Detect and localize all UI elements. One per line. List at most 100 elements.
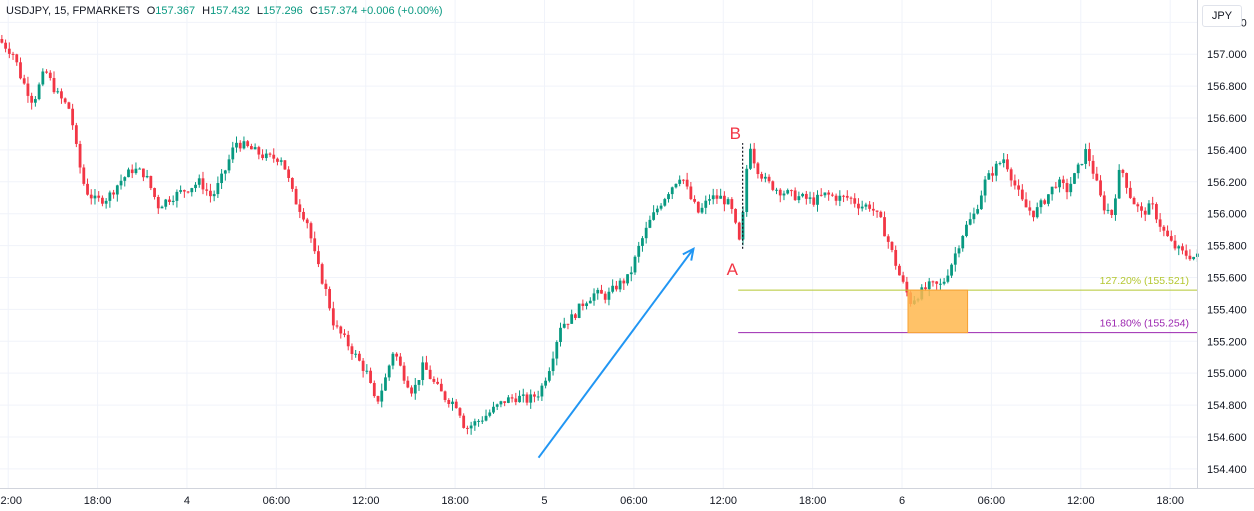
candle-body — [637, 245, 641, 257]
candle-body — [231, 147, 235, 160]
candle-body — [294, 188, 298, 205]
candle-body — [793, 190, 797, 201]
x-tick-label: 18:00 — [441, 495, 469, 507]
candle-body — [1147, 203, 1151, 215]
candle-body — [175, 191, 179, 201]
candle-body — [164, 199, 168, 207]
x-tick-label: 12:00 — [1067, 495, 1095, 507]
candle-body — [566, 323, 570, 325]
candle-body — [127, 169, 130, 178]
candle-body — [1173, 240, 1177, 249]
candle-body — [302, 211, 305, 220]
change-value: +0.006 (+0.00%) — [360, 5, 443, 17]
candle-body — [510, 397, 514, 399]
candle-body — [7, 48, 11, 54]
point-b-label: B — [730, 124, 741, 143]
candle-body — [60, 91, 63, 99]
candle-body — [138, 168, 142, 170]
candle-body — [279, 160, 283, 162]
candle-body — [592, 293, 596, 301]
candle-body — [74, 125, 78, 144]
candle-body — [268, 153, 272, 155]
candle-body — [249, 146, 253, 150]
x-tick-label: 12:00 — [709, 495, 737, 507]
candle-body — [711, 195, 715, 200]
candle-body — [883, 217, 886, 237]
candle-body — [853, 198, 857, 204]
candle-body — [413, 384, 417, 394]
candle-body — [942, 281, 946, 284]
candle-body — [938, 283, 942, 285]
candle-body — [577, 303, 581, 318]
candle-body — [101, 197, 104, 204]
price-axis[interactable]: 157.200157.000156.800156.600156.400156.2… — [1207, 17, 1247, 476]
candle-body — [499, 401, 503, 405]
currency-button[interactable]: JPY — [1202, 5, 1242, 27]
candle-body — [305, 219, 309, 224]
candle-body — [830, 194, 834, 196]
candle-body — [562, 323, 566, 328]
time-axis[interactable]: 12:00 18:00 4 06:00 12:00 18:00 5 06:00 12:00 18:… — [0, 495, 1184, 507]
candle-body — [15, 54, 19, 63]
candle-body — [950, 264, 953, 276]
candle-body — [421, 362, 425, 381]
x-tick-label: 12:00 — [0, 495, 22, 507]
candle-body — [812, 197, 816, 205]
candle-body — [298, 204, 302, 212]
candle-body — [898, 265, 901, 276]
candle-body — [179, 190, 183, 192]
candle-body — [641, 238, 644, 246]
candle-body — [726, 199, 730, 205]
candle-body — [1155, 204, 1158, 220]
candle-body — [324, 283, 328, 290]
candle-body — [674, 183, 678, 188]
point-a-label: A — [727, 260, 739, 279]
candle-body — [879, 211, 883, 218]
candle-body — [37, 84, 41, 100]
candle-body — [700, 207, 704, 213]
candle-body — [130, 169, 134, 174]
candle-body — [659, 205, 663, 209]
candle-body — [171, 200, 175, 202]
candle-body — [1169, 236, 1173, 241]
candle-body — [1177, 246, 1181, 249]
candle-body — [1009, 169, 1013, 181]
candles-layer — [0, 34, 1199, 435]
candle-body — [1143, 210, 1147, 215]
candle-body — [823, 192, 827, 196]
candle-body — [685, 179, 689, 187]
candle-body — [67, 102, 71, 109]
candle-body — [45, 71, 48, 73]
candle-body — [875, 210, 879, 212]
candle-body — [372, 382, 376, 397]
candle-body — [1076, 164, 1080, 174]
candle-body — [436, 381, 440, 384]
candle-body — [153, 188, 156, 197]
candle-body — [1128, 187, 1132, 198]
candle-body — [343, 333, 346, 335]
legend-ohlc: USDJPY, 15, FPMARKETS O157.367 H157.432 … — [6, 5, 443, 17]
candle-body — [1102, 195, 1106, 211]
candle-body — [924, 287, 927, 290]
candle-body — [477, 420, 480, 422]
candle-body — [417, 380, 421, 385]
candle-body — [741, 211, 745, 240]
candle-body — [492, 406, 495, 413]
symbol-label[interactable]: USDJPY, 15, FPMARKETS — [6, 5, 140, 17]
candle-body — [976, 209, 980, 214]
candle-body — [991, 173, 994, 176]
candle-body — [972, 213, 976, 220]
candle-body — [331, 308, 335, 326]
x-tick-label: 4 — [184, 495, 190, 507]
candle-body — [335, 325, 339, 327]
candle-body — [1024, 199, 1028, 208]
y-tick-label: 155.200 — [1207, 336, 1247, 348]
candle-body — [328, 289, 332, 309]
candle-body — [1162, 226, 1166, 231]
candle-body — [901, 275, 905, 282]
candle-body — [160, 206, 164, 209]
candle-body — [22, 78, 26, 84]
candle-body — [1017, 185, 1021, 190]
candle-body — [1087, 149, 1091, 161]
